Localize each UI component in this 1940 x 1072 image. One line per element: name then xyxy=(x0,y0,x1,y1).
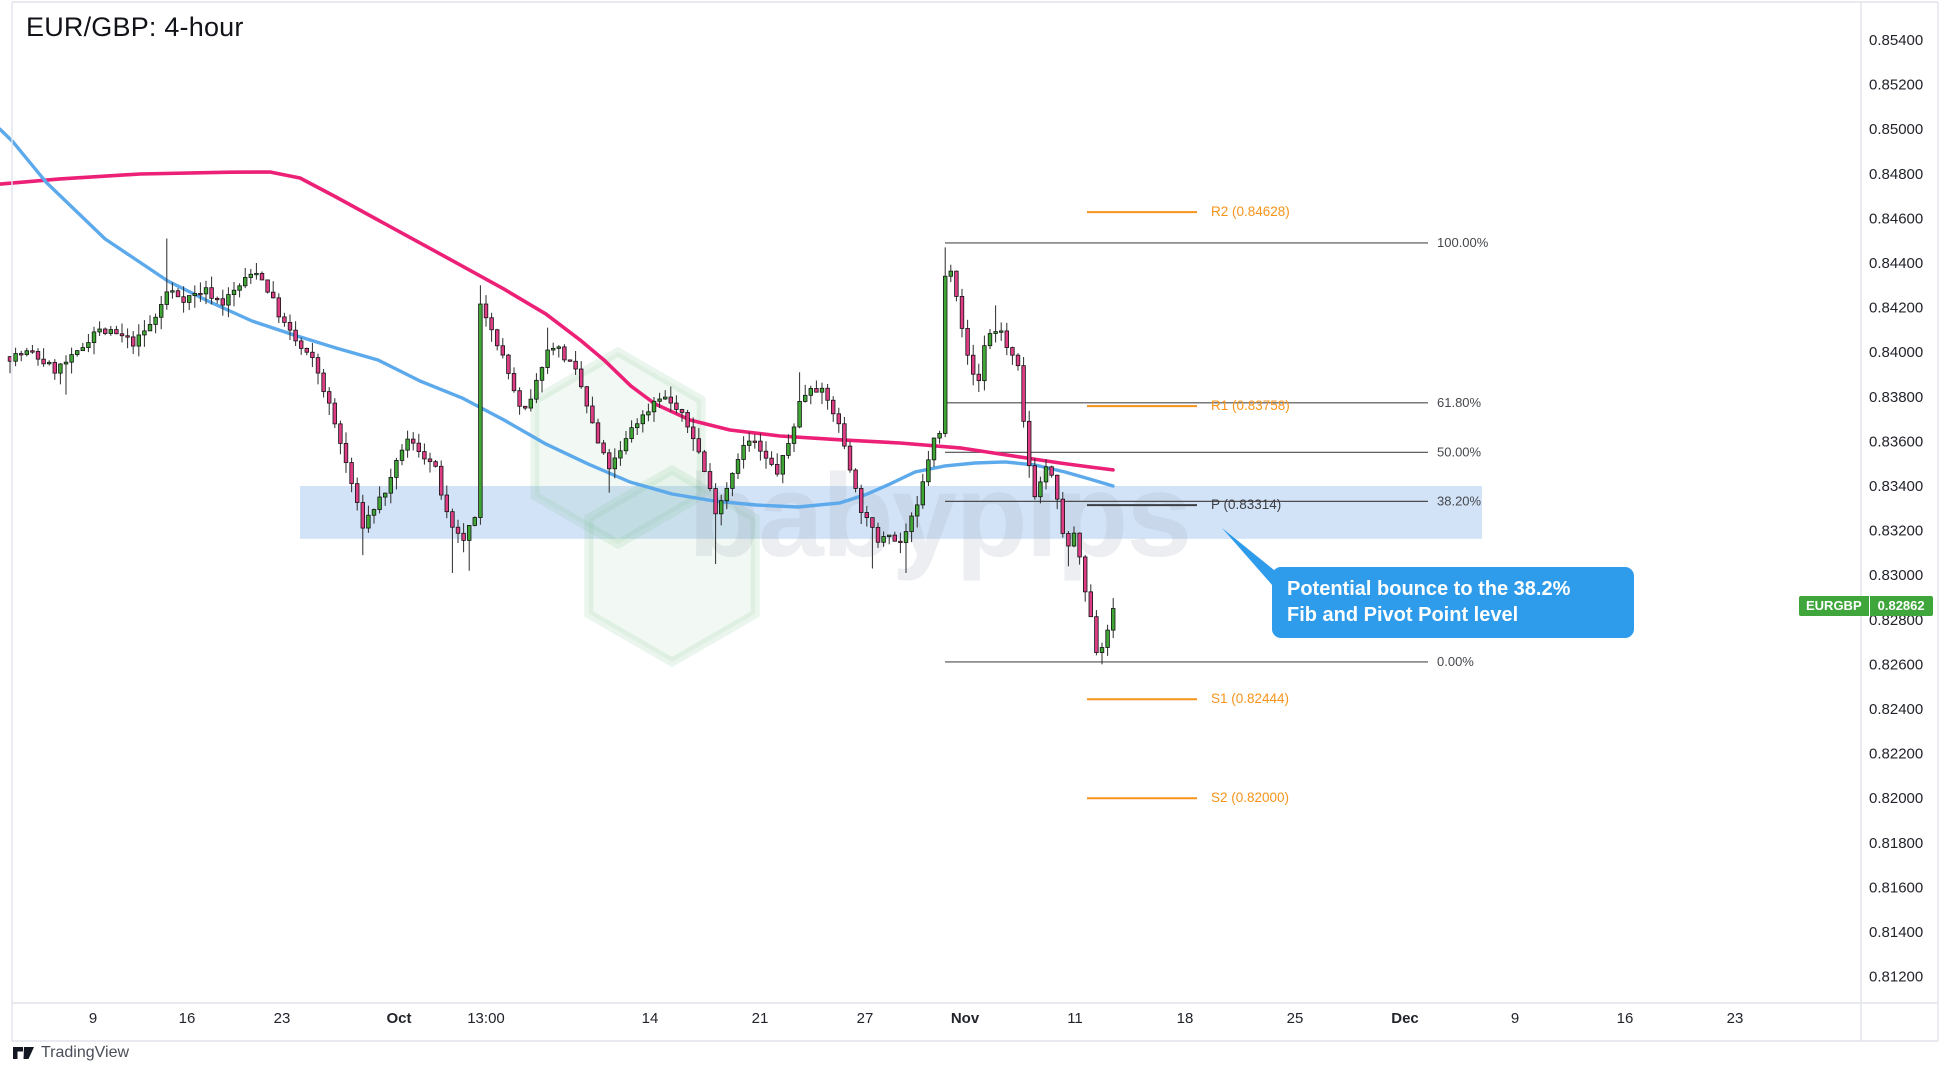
pivot-label: R2 (0.84628) xyxy=(1211,204,1290,219)
time-tick-label: 9 xyxy=(89,1010,97,1027)
time-tick-label: 16 xyxy=(179,1010,196,1027)
watermark-text: babypips xyxy=(688,450,1190,582)
fib-label: 38.20% xyxy=(1437,493,1482,508)
price-tick-label: 0.85400 xyxy=(1869,32,1923,49)
price-axis[interactable]: 0.85400 0.85200 0.85000 0.84800 0.84600 0.844… xyxy=(1869,32,1923,986)
price-tick-label: 0.82200 xyxy=(1869,746,1923,763)
price-tick-label: 0.83200 xyxy=(1869,523,1923,540)
badge-price: 0.82862 xyxy=(1869,595,1933,616)
pivot-label: P (0.83314) xyxy=(1211,497,1281,512)
price-tick-label: 0.83800 xyxy=(1869,389,1923,406)
annotation-callout[interactable]: Potential bounce to the 38.2% Fib and Pi… xyxy=(1272,567,1634,638)
price-tick-label: 0.84200 xyxy=(1869,300,1923,317)
time-tick-label: 25 xyxy=(1287,1010,1304,1027)
babypips-cube-icon xyxy=(584,464,760,668)
highlight-zone[interactable] xyxy=(300,486,1482,539)
time-tick-label: 11 xyxy=(1067,1010,1083,1027)
time-tick-label: Oct xyxy=(386,1010,411,1027)
price-tick-label: 0.82600 xyxy=(1869,656,1923,673)
price-tick-label: 0.84000 xyxy=(1869,344,1923,361)
price-tick-label: 0.85000 xyxy=(1869,121,1923,138)
candle-series xyxy=(7,238,1116,665)
price-tick-label: 0.82000 xyxy=(1869,790,1923,807)
pivot-label: S2 (0.82000) xyxy=(1211,790,1289,805)
pivot-label: S1 (0.82444) xyxy=(1211,691,1289,706)
page-title: EUR/GBP: 4-hour xyxy=(26,12,244,42)
badge-symbol: EURGBP xyxy=(1799,595,1869,616)
ma-fast-blue[interactable] xyxy=(0,127,1115,509)
time-tick-label: Nov xyxy=(951,1010,980,1027)
fib-label: 50.00% xyxy=(1437,444,1482,459)
fib-label: 100.00% xyxy=(1437,235,1489,250)
price-tick-label: 0.85200 xyxy=(1869,77,1923,94)
tradingview-label: TradingView xyxy=(41,1044,130,1061)
fib-label: 0.00% xyxy=(1437,654,1474,669)
time-tick-label: 18 xyxy=(1177,1010,1194,1027)
time-tick-label: 16 xyxy=(1617,1010,1634,1027)
callout-line-2: Fib and Pivot Point level xyxy=(1287,604,1519,626)
price-tick-label: 0.81800 xyxy=(1869,835,1923,852)
price-tick-label: 0.84400 xyxy=(1869,255,1923,272)
price-tick-label: 0.83400 xyxy=(1869,478,1923,495)
tradingview-attribution[interactable]: TradingView xyxy=(13,1044,129,1062)
ma-slow-pink[interactable] xyxy=(0,170,1115,472)
time-axis[interactable]: 9 16 23 Oct 13:00 14 21 27 Nov 11 18 25 Dec 9 16 23 xyxy=(89,1010,1744,1027)
tradingview-logo-icon xyxy=(13,1047,34,1059)
time-tick-label: 27 xyxy=(857,1010,874,1027)
price-tick-label: 0.82800 xyxy=(1869,612,1923,629)
price-tick-label: 0.81400 xyxy=(1869,924,1923,941)
time-tick-label: 23 xyxy=(1727,1010,1744,1027)
price-tick-label: 0.84800 xyxy=(1869,166,1923,183)
price-tick-label: 0.81600 xyxy=(1869,879,1923,896)
pivot-label: R1 (0.83758) xyxy=(1211,398,1290,413)
price-tick-label: 0.83000 xyxy=(1869,567,1923,584)
time-tick-label: 14 xyxy=(642,1010,659,1027)
time-tick-label: 9 xyxy=(1511,1010,1519,1027)
fib-label: 61.80% xyxy=(1437,395,1482,410)
price-tick-label: 0.83600 xyxy=(1869,433,1923,450)
time-tick-label: Dec xyxy=(1391,1010,1419,1027)
time-tick-label: 23 xyxy=(274,1010,291,1027)
time-tick-label: 13:00 xyxy=(467,1010,505,1027)
price-tick-label: 0.82400 xyxy=(1869,701,1923,718)
callout-tail xyxy=(1222,528,1287,602)
callout-line-1: Potential bounce to the 38.2% xyxy=(1287,578,1571,600)
time-tick-label: 21 xyxy=(752,1010,769,1027)
price-tick-label: 0.81200 xyxy=(1869,969,1923,986)
last-price-badge: EURGBP 0.82862 xyxy=(1799,595,1933,616)
price-tick-label: 0.84600 xyxy=(1869,210,1923,227)
